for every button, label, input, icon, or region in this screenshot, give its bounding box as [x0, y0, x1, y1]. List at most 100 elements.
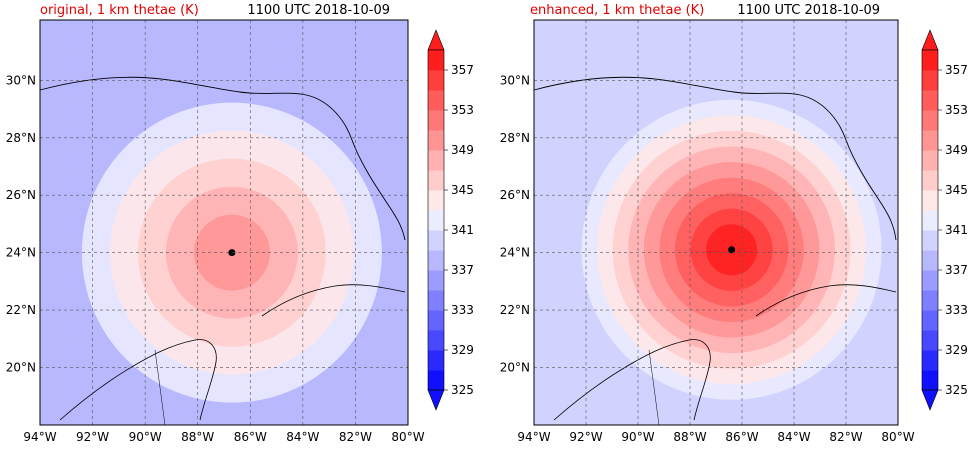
- coastline-yucatan: [553, 339, 711, 421]
- lon-tick-label: 80°W: [391, 430, 424, 444]
- colorbar-tick-label: 353: [945, 103, 968, 117]
- lon-tick-label: 84°W: [286, 430, 319, 444]
- colorbar-segment: [428, 170, 444, 191]
- lat-tick-label: 24°N: [6, 246, 36, 260]
- colorbar-segment: [428, 130, 444, 151]
- colorbar: 325 329 333 337 341 345 349 353 357: [921, 29, 968, 411]
- gridlines: [534, 20, 898, 425]
- colorbar-segment: [922, 330, 938, 351]
- colorbar-segment: [428, 190, 444, 211]
- colorbar-tick-label: 337: [945, 263, 968, 277]
- map-figure: 94°W 92°W 90°W 88°W 86°W 84°W 82°W 80°W 20°N 22°…: [500, 19, 968, 444]
- colorbar-tick-label: 325: [451, 383, 474, 397]
- lon-tick-label: 90°W: [129, 430, 162, 444]
- lon-tick-label: 82°W: [829, 430, 862, 444]
- colorbar-frame: [921, 49, 939, 391]
- colorbar-tick-label: 349: [451, 143, 474, 157]
- colorbar-segment: [428, 350, 444, 371]
- panel-time: 1100 UTC 2018-10-09: [737, 3, 880, 18]
- colorbar-segment: [922, 350, 938, 371]
- colorbar-tick-label: 353: [451, 103, 474, 117]
- lat-tick-label: 22°N: [6, 303, 36, 317]
- colorbar-segment: [428, 210, 444, 231]
- colorbar-segment: [428, 270, 444, 291]
- lon-tick-label: 90°W: [621, 430, 654, 444]
- colorbar-segment: [922, 150, 938, 171]
- map-figure: 94°W 92°W 90°W 88°W 86°W 84°W 82°W 80°W 20°N 22°…: [6, 19, 474, 444]
- colorbar-segment: [922, 110, 938, 131]
- colorbar-segment: [428, 370, 444, 391]
- colorbar-segment: [922, 170, 938, 191]
- colorbar-segment: [922, 310, 938, 331]
- lon-tick-label: 94°W: [517, 430, 550, 444]
- lon-tick-label: 88°W: [181, 430, 214, 444]
- lon-tick-label: 92°W: [569, 430, 602, 444]
- colorbar-segment: [922, 190, 938, 211]
- panel-original: original, 1 km thetae (K) 1100 UTC 2018-…: [0, 0, 486, 449]
- colorbar-tick-label: 341: [451, 223, 474, 237]
- lat-tick-label: 30°N: [500, 73, 530, 87]
- lat-tick-label: 30°N: [6, 73, 36, 87]
- colorbar-segment: [922, 50, 938, 71]
- lat-tick-label: 28°N: [500, 131, 530, 145]
- colorbar-segment: [428, 250, 444, 271]
- colorbar-tick-label: 357: [945, 63, 968, 77]
- colorbar-frame: [427, 49, 445, 391]
- colorbar-segment: [922, 370, 938, 391]
- colorbar-extend-max: [921, 29, 939, 51]
- panel-enhanced: enhanced, 1 km thetae (K) 1100 UTC 2018-…: [490, 0, 972, 449]
- colorbar-segment: [922, 130, 938, 151]
- map-area: [533, 20, 898, 426]
- coastline-yucatan: [59, 339, 217, 421]
- colorbar-segment: [922, 270, 938, 291]
- colorbar-extend-max: [427, 29, 445, 51]
- colorbar-tick-label: 325: [945, 383, 968, 397]
- colorbar-segment: [428, 290, 444, 311]
- lon-tick-label: 84°W: [777, 430, 810, 444]
- lon-tick-labels: 94°W 92°W 90°W 88°W 86°W 84°W 82°W 80°W: [23, 430, 424, 444]
- colorbar-extend-min: [427, 389, 445, 411]
- map-frame: [39, 19, 409, 426]
- colorbar-segment: [428, 90, 444, 111]
- border-line: [154, 349, 166, 426]
- colorbar-tick-label: 333: [451, 303, 474, 317]
- colorbar-tick-label: 333: [945, 303, 968, 317]
- colorbar-segment: [922, 290, 938, 311]
- colorbar-tick-label: 345: [451, 183, 474, 197]
- lat-tick-label: 28°N: [6, 131, 36, 145]
- colorbar-segment: [922, 210, 938, 231]
- lat-tick-label: 26°N: [500, 188, 530, 202]
- colorbar-segment: [922, 70, 938, 91]
- coastline-gulf: [533, 76, 897, 241]
- lon-tick-label: 92°W: [76, 430, 109, 444]
- colorbar-segment: [428, 50, 444, 71]
- colorbar-tick-label: 349: [945, 143, 968, 157]
- panel-title: original, 1 km thetae (K): [40, 3, 199, 18]
- colorbar-segment: [428, 150, 444, 171]
- lon-tick-label: 80°W: [881, 430, 914, 444]
- colorbar-tick-label: 329: [451, 343, 474, 357]
- colorbar-tick-label: 357: [451, 63, 474, 77]
- colorbar-tick-label: 341: [945, 223, 968, 237]
- colorbar-segment: [428, 110, 444, 131]
- colorbar-tick-label: 345: [945, 183, 968, 197]
- lon-tick-label: 86°W: [725, 430, 758, 444]
- colorbar-segment: [922, 90, 938, 111]
- border-line: [648, 349, 660, 426]
- lat-tick-label: 24°N: [500, 246, 530, 260]
- lon-tick-label: 88°W: [673, 430, 706, 444]
- lon-tick-label: 82°W: [339, 430, 372, 444]
- lat-tick-labels: 20°N 22°N 24°N 26°N 28°N 30°N: [500, 73, 530, 374]
- coastline-cuba: [755, 284, 897, 317]
- lat-tick-labels: 20°N 22°N 24°N 26°N 28°N 30°N: [6, 73, 36, 374]
- lon-tick-label: 94°W: [23, 430, 56, 444]
- lat-tick-label: 22°N: [500, 303, 530, 317]
- lon-tick-label: 86°W: [234, 430, 267, 444]
- colorbar: 325 329 333 337 341 345 349 353 357: [427, 29, 474, 411]
- colorbar-segment: [428, 310, 444, 331]
- colorbar-segment: [428, 330, 444, 351]
- lat-tick-label: 20°N: [6, 361, 36, 375]
- colorbar-segment: [428, 230, 444, 251]
- storm-eye-marker: [728, 246, 736, 254]
- storm-eye-marker: [228, 249, 236, 257]
